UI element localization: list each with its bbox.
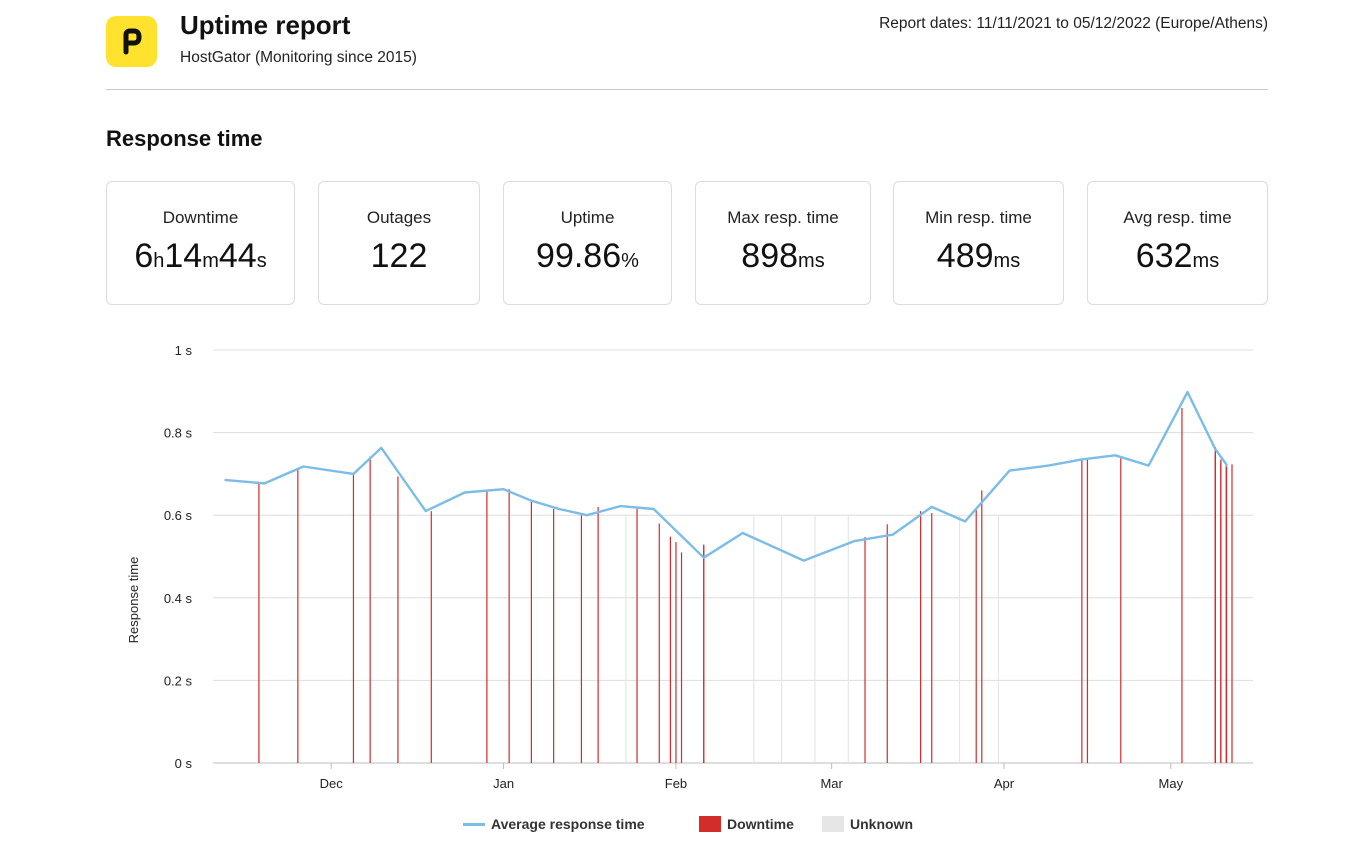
- stat-unit: ms: [1192, 250, 1220, 272]
- section-title: Response time: [106, 126, 263, 151]
- y-tick-label: 0.2 s: [164, 673, 193, 688]
- response-time-chart: 0 s 0.2 s 0.4 s 0.6 s 0.8 s 1 s Dec Jan Feb Mar A…: [126, 343, 1253, 791]
- stat-value: 6h14m44s: [134, 236, 266, 281]
- legend-box-swatch: [822, 816, 844, 832]
- legend-label: Unknown: [850, 816, 913, 832]
- monitor-subtitle: HostGator (Monitoring since 2015): [180, 49, 417, 66]
- stat-unit: h: [153, 250, 165, 272]
- y-tick-label: 0 s: [175, 756, 193, 771]
- stat-label: Max resp. time: [727, 208, 839, 227]
- stat-card-outages: Outages 122: [318, 181, 480, 305]
- x-tick-label: Apr: [994, 776, 1015, 791]
- stat-unit: s: [256, 250, 267, 272]
- stat-label: Avg resp. time: [1123, 208, 1232, 227]
- stat-value: 489ms: [937, 236, 1020, 281]
- stat-value: 99.86%: [536, 236, 639, 281]
- stat-card-uptime: Uptime 99.86%: [503, 181, 672, 305]
- stat-number: 14: [164, 237, 203, 275]
- stat-label: Outages: [366, 208, 432, 227]
- legend-label: Downtime: [727, 816, 794, 832]
- legend-item-downtime[interactable]: Downtime: [699, 816, 794, 832]
- x-tick-labels: Dec Jan Feb Mar Apr May: [320, 776, 1184, 791]
- stat-unit: m: [202, 250, 219, 272]
- chart-gridlines: [213, 349, 1253, 769]
- y-tick-label: 0.4 s: [164, 591, 193, 606]
- stat-value: 898ms: [741, 236, 824, 281]
- y-axis-label: Response time: [126, 557, 141, 644]
- stat-unit: ms: [993, 250, 1021, 272]
- x-tick-label: Mar: [820, 776, 843, 791]
- y-tick-label: 1 s: [175, 343, 193, 358]
- x-tick-label: Feb: [665, 776, 687, 791]
- stat-card-downtime: Downtime 6h14m44s: [106, 181, 295, 305]
- unknown-bars: [625, 515, 1233, 763]
- stat-number: 44: [218, 237, 257, 275]
- average-response-line: [224, 390, 1228, 562]
- stat-card-max-resp: Max resp. time 898ms: [695, 181, 871, 305]
- page-title: Uptime report: [180, 10, 351, 40]
- legend-item-unknown[interactable]: Unknown: [822, 816, 913, 832]
- x-tick-label: May: [1159, 776, 1184, 791]
- y-tick-labels: 0 s 0.2 s 0.4 s 0.6 s 0.8 s 1 s: [164, 343, 193, 771]
- stat-label: Downtime: [162, 208, 239, 227]
- logo-icon: [106, 16, 157, 67]
- stat-number: 898: [741, 237, 799, 275]
- stat-number: 632: [1135, 237, 1193, 275]
- stat-label: Uptime: [560, 208, 615, 227]
- y-tick-label: 0.8 s: [164, 426, 193, 441]
- stat-number: 99.86: [536, 237, 622, 275]
- downtime-bars: [258, 407, 1233, 763]
- stat-unit: ms: [798, 250, 825, 272]
- chart-legend: Average response time Downtime Unknown: [0, 816, 1364, 836]
- stat-card-avg-resp: Avg resp. time 632ms: [1087, 181, 1268, 305]
- legend-line-swatch: [463, 822, 485, 826]
- stat-number: 489: [936, 237, 994, 275]
- stat-value: 632ms: [1136, 236, 1219, 281]
- response-line-group: [224, 390, 1228, 562]
- y-tick-label: 0.6 s: [164, 508, 193, 523]
- stat-card-min-resp: Min resp. time 489ms: [893, 181, 1064, 305]
- x-tick-label: Jan: [493, 776, 514, 791]
- stat-number: 6: [134, 237, 154, 275]
- legend-box-swatch: [699, 816, 721, 832]
- stat-value: 122: [371, 236, 428, 276]
- legend-item-average[interactable]: Average response time: [463, 816, 645, 832]
- app-logo: [106, 16, 157, 67]
- x-tick-label: Dec: [320, 776, 344, 791]
- report-dates: Report dates: 11/11/2021 to 05/12/2022 (…: [879, 15, 1268, 32]
- legend-label: Average response time: [491, 816, 645, 832]
- stat-number: 122: [370, 237, 428, 275]
- header-divider: [106, 89, 1268, 90]
- stat-unit: %: [621, 250, 639, 272]
- stat-label: Min resp. time: [925, 208, 1032, 227]
